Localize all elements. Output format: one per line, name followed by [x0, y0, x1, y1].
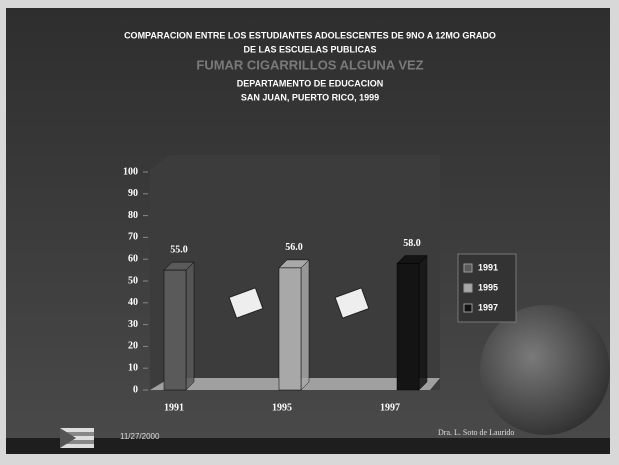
legend-swatch: [463, 283, 473, 293]
y-tick-label: 0: [133, 384, 138, 395]
bar-side: [418, 254, 428, 391]
value-label: 58.0: [403, 238, 421, 249]
y-tick-label: 70: [128, 232, 138, 243]
legend-swatch: [463, 303, 473, 313]
y-tick-label: 100: [123, 166, 138, 177]
legend-swatch: [463, 263, 473, 273]
footer-date: 11/27/2000: [120, 432, 160, 441]
y-tick-label: 20: [128, 341, 138, 352]
legend-label: 1991: [478, 262, 498, 272]
footer-bar: [6, 438, 610, 454]
x-tick-label: 1995: [272, 402, 292, 413]
y-tick-label: 60: [128, 253, 138, 264]
y-tick-label: 40: [128, 297, 138, 308]
legend-label: 1995: [478, 282, 498, 292]
bar: [278, 267, 302, 391]
value-label: 55.0: [170, 244, 188, 255]
bar-side: [300, 259, 310, 391]
y-tick-label: 50: [128, 275, 138, 286]
globe: [480, 305, 610, 435]
y-tick-label: 30: [128, 319, 138, 330]
flag: [60, 428, 94, 448]
bar: [163, 269, 187, 391]
title: COMPARACION ENTRE LOS ESTUDIANTES ADOLES…: [124, 30, 496, 40]
bar-side: [185, 261, 195, 391]
clipart: [228, 287, 370, 319]
bar: [396, 263, 420, 391]
subtitle: FUMAR CIGARRILLOS ALGUNA VEZ: [196, 57, 423, 72]
x-tick-label: 1991: [164, 402, 184, 413]
footer-author: Dra. L. Soto de Laurido: [438, 428, 514, 437]
source: SAN JUAN, PUERTO RICO, 1999: [241, 92, 379, 102]
title: DE LAS ESCUELAS PUBLICAS: [243, 44, 376, 54]
legend-label: 1997: [478, 302, 498, 312]
y-tick-label: 10: [128, 362, 138, 373]
x-tick-label: 1997: [380, 402, 400, 413]
value-label: 56.0: [285, 242, 303, 253]
source: DEPARTAMENTO DE EDUCACION: [237, 78, 384, 88]
y-tick-label: 80: [128, 210, 138, 221]
y-tick-label: 90: [128, 188, 138, 199]
